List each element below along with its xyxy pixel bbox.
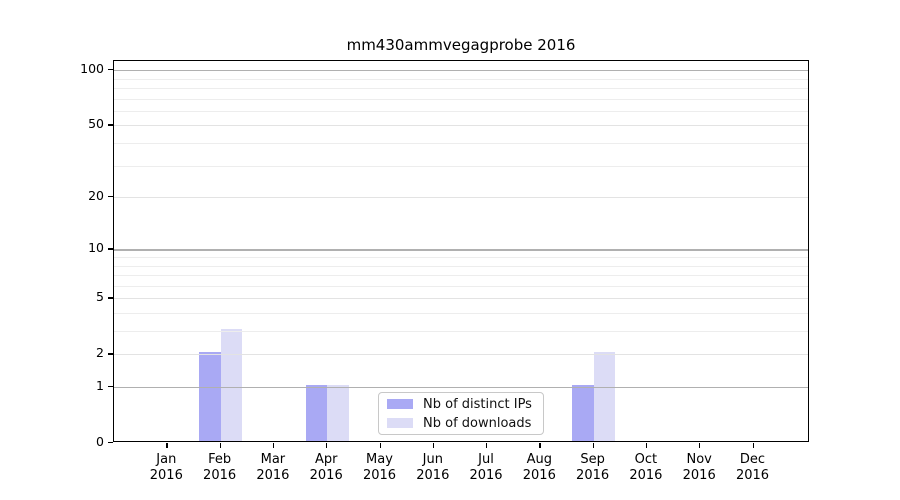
- x-tick-aug: [539, 443, 541, 448]
- gridline-y-20: [114, 197, 808, 199]
- x-tick-label-jul: Jul 2016: [469, 452, 503, 483]
- legend-swatch-downloads: [387, 418, 413, 428]
- x-tick-sep: [592, 443, 594, 448]
- gridline-y-8: [114, 265, 808, 267]
- x-tick-jan: [166, 443, 168, 448]
- x-tick-nov: [699, 443, 701, 448]
- x-tick-apr: [326, 443, 328, 448]
- gridline-y-100: [114, 70, 808, 72]
- y-tick-label-10: 10: [88, 240, 104, 256]
- x-tick-label-aug: Aug 2016: [522, 452, 556, 483]
- gridline-y-2: [114, 354, 808, 356]
- x-tick-oct: [645, 443, 648, 448]
- gridline-y-4: [114, 313, 808, 314]
- bar-feb-downloads: [220, 329, 243, 441]
- legend: Nb of distinct IPs Nb of downloads: [378, 392, 544, 435]
- y-tick-20: [108, 196, 113, 198]
- gridline-y-1: [114, 387, 808, 389]
- x-tick-label-mar: Mar 2016: [256, 452, 290, 483]
- chart-title: mm430ammvegagprobe 2016: [346, 36, 576, 54]
- gridline-y-80: [114, 88, 808, 89]
- y-tick-label-2: 2: [96, 345, 104, 361]
- y-tick-2: [108, 353, 113, 355]
- x-tick-label-sep: Sep 2016: [576, 452, 610, 483]
- bar-feb-ips: [199, 352, 221, 441]
- gridline-y-70: [114, 98, 808, 100]
- legend-swatch-distinct-ips: [387, 399, 413, 409]
- legend-row-distinct-ips: Nb of distinct IPs: [387, 397, 535, 412]
- y-tick-label-0: 0: [96, 434, 104, 449]
- x-tick-label-apr: Apr 2016: [309, 452, 343, 483]
- x-tick-feb: [219, 443, 221, 448]
- y-tick-10: [108, 248, 113, 250]
- y-tick-label-50: 50: [88, 116, 104, 132]
- y-tick-1: [108, 386, 113, 388]
- bar-apr-downloads: [327, 385, 349, 441]
- y-tick-100: [108, 69, 113, 71]
- plot-area: [113, 60, 809, 442]
- x-tick-label-oct: Oct 2016: [629, 452, 663, 483]
- y-tick-0: [108, 442, 113, 444]
- x-tick-label-dec: Dec 2016: [735, 452, 770, 483]
- x-tick-label-feb: Feb 2016: [203, 452, 237, 483]
- x-tick-dec: [752, 443, 754, 448]
- gridline-y-9: [114, 257, 808, 258]
- gridline-y-6: [114, 285, 808, 287]
- gridline-y-40: [114, 143, 808, 144]
- gridline-y-3: [114, 331, 808, 332]
- gridline-y-7: [114, 275, 808, 276]
- y-tick-label-100: 100: [80, 61, 104, 77]
- legend-row-downloads: Nb of downloads: [387, 416, 535, 431]
- x-tick-jun: [432, 443, 435, 448]
- y-tick-label-5: 5: [96, 289, 104, 305]
- gridline-y-30: [114, 165, 808, 167]
- gridline-y-50: [114, 125, 808, 127]
- x-tick-mar: [272, 443, 275, 448]
- y-tick-50: [108, 124, 113, 126]
- gridline-y-90: [114, 78, 808, 80]
- legend-label-distinct-ips: Nb of distinct IPs: [423, 396, 532, 412]
- y-tick-label-20: 20: [88, 188, 104, 204]
- y-tick-label-1: 1: [96, 378, 104, 393]
- y-tick-5: [108, 297, 113, 299]
- x-tick-label-nov: Nov 2016: [682, 452, 716, 483]
- x-tick-label-may: May 2016: [362, 452, 397, 483]
- x-tick-jul: [486, 443, 488, 448]
- gridline-y-5: [114, 298, 808, 300]
- gridline-y-60: [114, 110, 808, 112]
- bar-apr-ips: [305, 385, 328, 441]
- x-tick-label-jan: Jan 2016: [149, 452, 183, 483]
- x-tick-may: [379, 443, 381, 448]
- legend-label-downloads: Nb of downloads: [423, 415, 532, 431]
- bar-sep-ips: [572, 385, 594, 441]
- gridline-y-10: [114, 249, 808, 251]
- x-tick-label-jun: Jun 2016: [416, 452, 450, 483]
- bar-sep-downloads: [593, 352, 616, 441]
